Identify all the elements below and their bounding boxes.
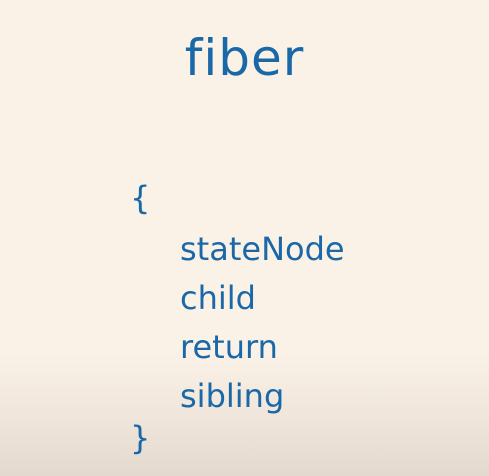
field-return: return [180,328,278,366]
field-statenode: stateNode [180,230,345,268]
field-child: child [180,279,256,317]
field-list: stateNode child return sibling [180,225,345,421]
open-brace: { [130,179,151,217]
field-sibling: sibling [180,377,285,415]
diagram-title: fiber [184,29,305,87]
close-brace: } [130,419,151,457]
